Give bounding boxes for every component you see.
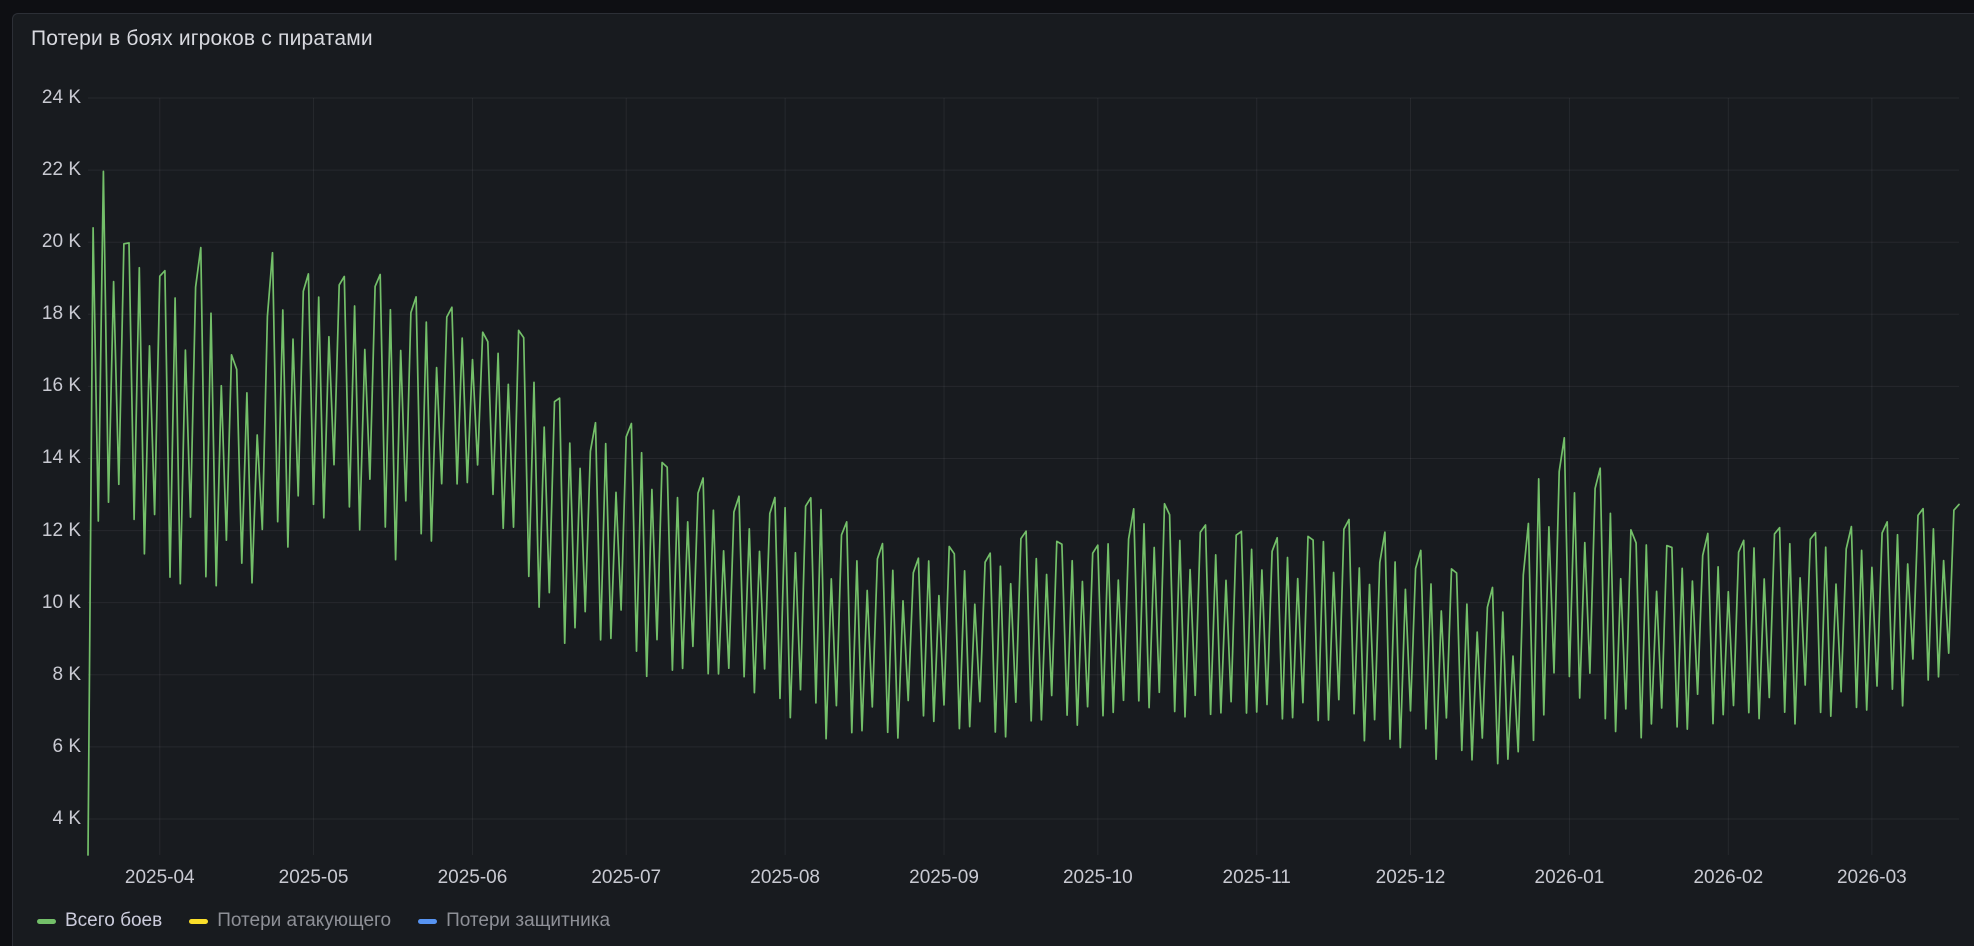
y-tick-label: 20 K [41, 231, 81, 253]
x-tick-label: 2025-08 [750, 867, 820, 888]
plot-area[interactable]: 24 K 22 K 20 K 18 K 16 K 14 K 12 K 10 K 8 K 6 K 4 … [13, 14, 1974, 946]
x-tick-label: 2026-03 [1836, 867, 1907, 888]
x-tick-label: 2025-07 [591, 867, 662, 888]
y-tick-label: 24 K [41, 87, 81, 108]
y-tick-label: 8 K [52, 663, 81, 685]
series-line [87, 170, 1960, 856]
x-tick-label: 2026-02 [1693, 867, 1764, 888]
legend-swatch-icon [37, 918, 56, 924]
y-tick-label: 14 K [41, 447, 81, 469]
y-tick-label: 6 K [52, 735, 81, 757]
legend-label: Потери защитника [446, 910, 611, 931]
y-tick-label: 12 K [41, 519, 81, 541]
chart-svg[interactable] [13, 14, 1974, 946]
legend-label: Потери атакующего [217, 910, 392, 931]
legend-swatch-icon [418, 918, 438, 924]
legend-item[interactable]: Всего боев [37, 910, 162, 932]
panel-header[interactable]: Потери в боях игроков с пиратами [31, 22, 373, 56]
x-tick-label: 2025-09 [909, 867, 979, 888]
x-tick-label: 2026-01 [1534, 867, 1605, 888]
timeseries-panel: Потери в боях игроков с пиратами 24 K 22 … [12, 13, 1974, 946]
y-tick-label: 4 K [52, 807, 81, 829]
x-tick-label: 2025-04 [124, 867, 195, 888]
legend-item[interactable]: Потери атакующего [189, 910, 391, 932]
legend-item[interactable]: Потери защитника [418, 910, 610, 932]
y-tick-label: 10 K [41, 591, 81, 613]
x-tick-label: 2025-06 [437, 867, 508, 888]
legend-label: Всего боев [65, 910, 163, 931]
y-tick-label: 16 K [41, 375, 81, 397]
x-tick-label: 2025-10 [1062, 867, 1133, 888]
x-tick-label: 2025-05 [278, 867, 349, 888]
x-tick-label: 2025-11 [1222, 867, 1291, 888]
x-tick-label: 2025-12 [1375, 867, 1446, 888]
legend: Всего боев Потери атакующего Потери защитн… [37, 904, 610, 938]
y-tick-label: 22 K [41, 159, 81, 181]
panel-title: Потери в боях игроков с пиратами [31, 27, 373, 50]
legend-swatch-icon [189, 918, 209, 924]
y-tick-label: 18 K [41, 303, 81, 325]
